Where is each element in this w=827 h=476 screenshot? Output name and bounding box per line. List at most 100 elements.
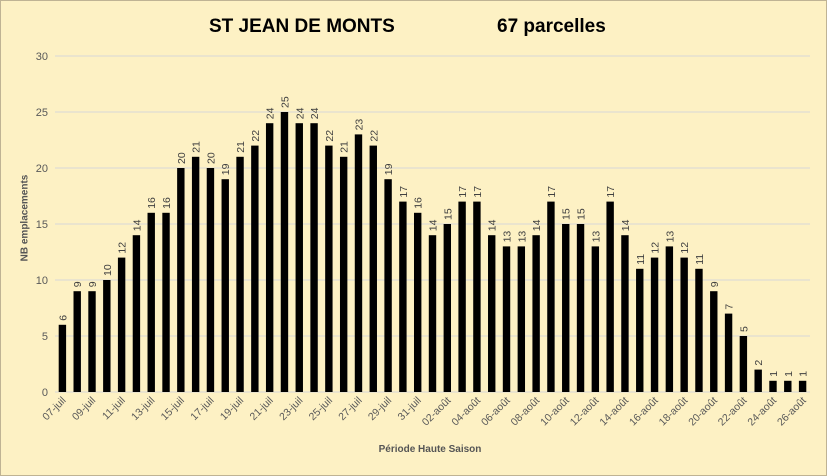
x-tick-label: 15-juil xyxy=(159,395,187,423)
x-tick-label: 11-juil xyxy=(100,395,128,423)
data-label: 1 xyxy=(783,371,795,377)
x-tick-label: 29-juil xyxy=(366,395,394,423)
data-label: 12 xyxy=(650,242,662,254)
bar xyxy=(532,235,540,392)
bar xyxy=(399,201,407,392)
bar xyxy=(724,313,733,392)
data-label: 14 xyxy=(620,219,632,231)
bar xyxy=(562,224,570,392)
data-label: 15 xyxy=(442,208,454,220)
bar xyxy=(325,145,333,392)
bar xyxy=(473,201,481,392)
bar xyxy=(443,224,452,392)
bar xyxy=(636,268,644,392)
bar xyxy=(739,336,748,392)
bar xyxy=(191,156,200,392)
x-tick-label: 16-août xyxy=(627,395,661,429)
x-tick-label: 06-août xyxy=(479,395,513,429)
y-tick-label: 10 xyxy=(36,275,48,287)
bar xyxy=(769,380,777,392)
data-label: 10 xyxy=(102,264,114,276)
bar xyxy=(517,246,526,392)
x-tick-label: 09-juil xyxy=(70,395,98,423)
x-tick-label: 25-juil xyxy=(307,395,335,423)
data-label: 5 xyxy=(738,326,750,332)
x-axis-label: Période Haute Saison xyxy=(378,444,482,455)
bar xyxy=(650,257,659,392)
bar xyxy=(162,212,170,392)
bar xyxy=(147,212,155,392)
data-label: 21 xyxy=(191,141,203,153)
bar xyxy=(251,145,259,392)
data-label: 20 xyxy=(205,152,217,164)
bar xyxy=(88,291,96,392)
bar xyxy=(132,235,141,392)
bar xyxy=(695,268,703,392)
bar xyxy=(680,257,688,392)
bar xyxy=(710,291,718,392)
x-tick-label: 12-août xyxy=(568,395,602,429)
data-label: 14 xyxy=(428,219,440,231)
bar xyxy=(73,291,81,392)
x-tick-label: 13-juil xyxy=(129,395,157,423)
x-tick-label: 14-août xyxy=(597,395,631,429)
x-tick-label: 02-août xyxy=(420,395,454,429)
data-label: 14 xyxy=(131,219,143,231)
bar xyxy=(221,179,229,392)
data-label: 17 xyxy=(605,186,617,198)
bar xyxy=(502,246,511,392)
data-label: 7 xyxy=(724,304,736,310)
data-label: 9 xyxy=(709,281,721,287)
data-label: 22 xyxy=(368,130,380,142)
bar xyxy=(488,235,496,392)
data-label: 12 xyxy=(117,242,129,254)
x-tick-label: 08-août xyxy=(509,395,543,429)
data-label: 17 xyxy=(546,186,558,198)
x-tick-label: 17-juil xyxy=(188,395,216,423)
x-tick-label: 27-juil xyxy=(336,395,364,423)
bar xyxy=(413,212,422,392)
data-label: 17 xyxy=(457,186,469,198)
bar xyxy=(117,257,126,392)
data-label: 13 xyxy=(516,231,528,243)
y-tick-label: 30 xyxy=(36,51,48,63)
bar xyxy=(206,168,215,392)
data-label: 19 xyxy=(383,163,395,175)
data-label: 2 xyxy=(753,360,765,366)
data-label: 22 xyxy=(324,130,336,142)
bar xyxy=(265,123,274,392)
data-label: 24 xyxy=(309,107,321,119)
data-label: 23 xyxy=(353,119,365,131)
data-label: 20 xyxy=(176,152,188,164)
bar xyxy=(280,112,289,392)
x-tick-label: 26-août xyxy=(775,395,809,429)
data-label: 13 xyxy=(502,231,514,243)
data-label: 16 xyxy=(146,197,158,209)
bar xyxy=(754,369,762,392)
x-tick-label: 23-juil xyxy=(277,395,305,423)
bar xyxy=(784,380,792,392)
chart-subtitle: 67 parcelles xyxy=(497,16,606,37)
bar xyxy=(621,235,629,392)
data-label: 17 xyxy=(398,186,410,198)
data-label: 1 xyxy=(768,371,780,377)
bar xyxy=(458,201,466,392)
bar xyxy=(58,324,67,392)
data-label: 1 xyxy=(798,371,810,377)
data-label: 21 xyxy=(339,141,351,153)
data-label: 21 xyxy=(235,141,247,153)
data-label: 13 xyxy=(664,231,676,243)
data-label: 14 xyxy=(531,219,543,231)
x-tick-label: 04-août xyxy=(449,395,483,429)
data-label: 16 xyxy=(161,197,173,209)
data-label: 22 xyxy=(250,130,262,142)
y-tick-label: 15 xyxy=(36,219,48,231)
bar xyxy=(798,380,807,392)
y-tick-label: 20 xyxy=(36,163,48,175)
data-label: 17 xyxy=(472,186,484,198)
x-tick-label: 19-juil xyxy=(218,395,246,423)
bar xyxy=(369,145,377,392)
chart-title: ST JEAN DE MONTS xyxy=(209,16,395,37)
x-tick-label: 20-août xyxy=(686,395,720,429)
y-tick-label: 25 xyxy=(36,107,48,119)
